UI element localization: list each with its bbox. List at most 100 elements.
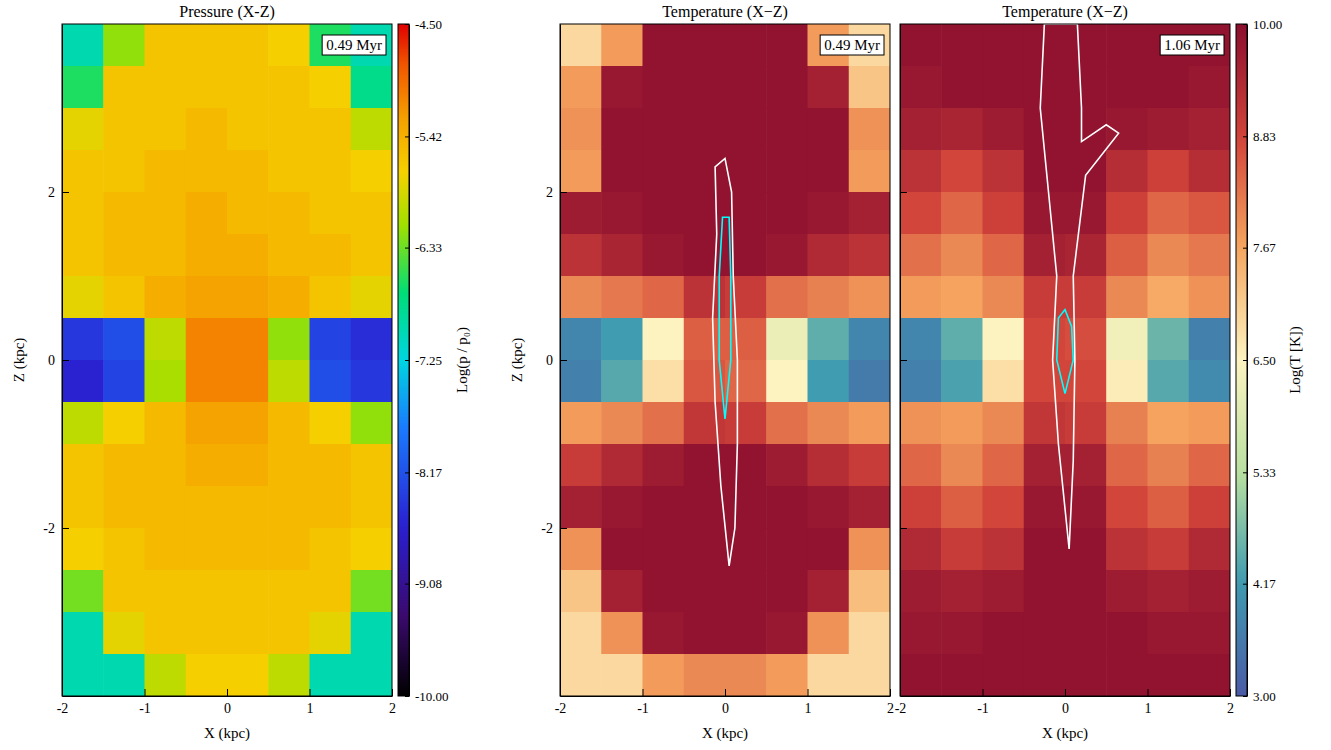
y-tick-label: 2 — [546, 185, 553, 200]
y-tick: 0 — [546, 353, 567, 368]
y-tick-label: 0 — [546, 353, 553, 368]
heatmap-cell — [351, 654, 392, 696]
heatmap-cell — [1106, 66, 1148, 109]
heatmap-cell — [601, 276, 643, 319]
heatmap-cell — [1148, 192, 1190, 235]
heatmap-cell — [900, 108, 942, 151]
heatmap-cell — [145, 24, 187, 67]
heatmap-cell — [1106, 528, 1148, 571]
heatmap-cell — [1106, 318, 1148, 361]
heatmap-cell — [186, 486, 228, 529]
heatmap-cell — [1065, 654, 1107, 696]
heatmap-cell — [227, 654, 269, 696]
heatmap-cell — [808, 444, 850, 487]
heatmap-cell — [808, 528, 850, 571]
heatmap-cell — [900, 360, 942, 403]
x-tick: 0 — [722, 689, 729, 716]
heatmap-cell — [145, 360, 187, 403]
heatmap-cell — [601, 402, 643, 445]
x-axis-title: X (kpc) — [702, 725, 748, 742]
heatmap-cell — [808, 612, 850, 655]
colorbar-tick-label: -5.42 — [415, 129, 442, 144]
y-tick-label: 0 — [48, 353, 55, 368]
heatmap-cell — [310, 318, 352, 361]
colorbar-title: Log(T [K]) — [1287, 326, 1304, 394]
heatmap-cell — [808, 654, 850, 696]
heatmap-cell — [1106, 192, 1148, 235]
heatmap-cell — [351, 444, 392, 487]
heatmap-cell — [227, 108, 269, 151]
heatmap-cell — [849, 318, 890, 361]
colorbar: -4.50-5.42-6.33-7.25-8.17-9.08-10.00Log(… — [398, 17, 471, 704]
y-axis-title: Z (kpc) — [509, 338, 526, 383]
heatmap-cell — [310, 528, 352, 571]
heatmap-cell — [560, 234, 602, 277]
y-tick-label: -2 — [43, 521, 55, 536]
heatmap-cell — [103, 528, 145, 571]
panel: -2-1012-202Pressure (X-Z)X (kpc)Z (kpc)0… — [11, 3, 471, 742]
y-tick-mark — [900, 192, 907, 193]
heatmap-cell — [900, 570, 942, 613]
heatmap-cell — [351, 528, 392, 571]
heatmap-cell — [1024, 66, 1066, 109]
heatmap-cell — [62, 612, 104, 655]
y-tick-label: 2 — [48, 185, 55, 200]
colorbar-tick-label: -8.17 — [415, 465, 443, 480]
heatmap-cell — [227, 24, 269, 67]
heatmap-cell — [310, 234, 352, 277]
heatmap-cell — [351, 150, 392, 193]
heatmap-cell — [1148, 276, 1190, 319]
heatmap-cell — [1024, 528, 1066, 571]
heatmap-cell — [983, 486, 1025, 529]
heatmap-cell — [900, 318, 942, 361]
heatmap-cell — [1106, 402, 1148, 445]
colorbar-tick-label: 7.67 — [1253, 240, 1276, 255]
heatmap-cell — [1189, 570, 1230, 613]
heatmap-cell — [1148, 654, 1190, 696]
heatmap-cell — [268, 360, 310, 403]
heatmap-cell — [1189, 150, 1230, 193]
heatmap-cell — [849, 528, 890, 571]
heatmap-cell — [103, 570, 145, 613]
figure: -2-1012-202Pressure (X-Z)X (kpc)Z (kpc)0… — [0, 0, 1331, 750]
heatmap-cell — [1024, 612, 1066, 655]
heatmap-cell — [310, 654, 352, 696]
heatmap-cell — [186, 24, 228, 67]
heatmap-cell — [145, 486, 187, 529]
x-tick-label: 1 — [307, 701, 314, 716]
heatmap-cell — [351, 318, 392, 361]
heatmap-cell — [643, 276, 685, 319]
heatmap-cell — [1106, 24, 1148, 67]
heatmap-cell — [186, 318, 228, 361]
heatmap-cell — [310, 612, 352, 655]
heatmap-cell — [900, 528, 942, 571]
heatmap-cell — [766, 234, 808, 277]
heatmap-cell — [103, 150, 145, 193]
heatmap-cell — [268, 570, 310, 613]
heatmap-cell — [560, 528, 602, 571]
heatmap-cell — [186, 192, 228, 235]
heatmap-cell — [643, 360, 685, 403]
heatmap-cell — [1065, 528, 1107, 571]
heatmap-cell — [1189, 402, 1230, 445]
heatmap-cell — [145, 234, 187, 277]
heatmap-cell — [227, 612, 269, 655]
heatmap-cell — [1024, 276, 1066, 319]
heatmap-cell — [310, 360, 352, 403]
colorbar-axis-line — [409, 25, 410, 697]
colorbar-tick-mark — [1243, 472, 1247, 473]
colorbar-tick-mark — [1243, 360, 1247, 361]
heatmap-cell — [601, 24, 643, 67]
plot-area — [900, 24, 1230, 696]
heatmap-cell — [766, 360, 808, 403]
colorbar-tick-mark — [1243, 584, 1247, 585]
heatmap-cell — [62, 192, 104, 235]
heatmap-cell — [941, 66, 983, 109]
heatmap-cell — [145, 150, 187, 193]
panel: -2-1012Temperature (X−Z)X (kpc)1.06 Myr1… — [895, 3, 1305, 742]
heatmap-cell — [560, 570, 602, 613]
heatmap-cell — [62, 234, 104, 277]
heatmap-cell — [103, 318, 145, 361]
x-tick-label: -1 — [637, 701, 649, 716]
y-tick-mark — [900, 360, 907, 361]
